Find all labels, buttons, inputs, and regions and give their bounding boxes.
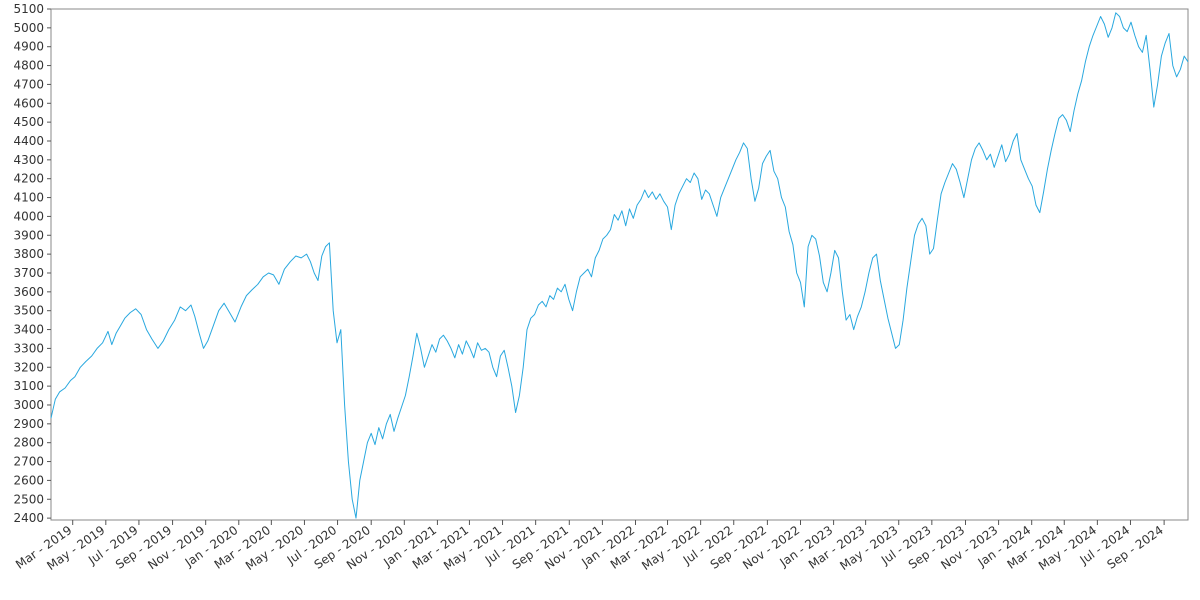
y-tick-label: 3000 (13, 398, 44, 412)
y-tick-label: 3400 (13, 323, 44, 337)
y-tick-label: 2700 (13, 455, 44, 469)
y-tick-label: 4900 (13, 40, 44, 54)
y-tick-label: 2600 (13, 473, 44, 487)
y-tick-label: 3900 (13, 228, 44, 242)
plot-frame (50, 8, 1189, 521)
y-tick-label: 3800 (13, 247, 44, 261)
y-tick-label: 2400 (13, 511, 44, 525)
y-axis: 2400 2500 2600 2700 2800 2900 3000 3100 3200 3300… (13, 2, 51, 525)
y-tick-label: 3700 (13, 266, 44, 280)
y-tick-label: 5100 (13, 2, 44, 16)
y-tick-label: 4800 (13, 59, 44, 73)
y-tick-label: 4600 (13, 96, 44, 110)
y-tick-label: 4400 (13, 134, 44, 148)
y-tick-label: 4100 (13, 191, 44, 205)
series-line (50, 12, 1189, 519)
y-tick-label: 2900 (13, 417, 44, 431)
y-tick-label: 3500 (13, 304, 44, 318)
y-tick-label: 4300 (13, 153, 44, 167)
y-tick-label: 3600 (13, 285, 44, 299)
y-tick-label: 5000 (13, 21, 44, 35)
y-tick-label: 3300 (13, 341, 44, 355)
y-tick-label: 4500 (13, 115, 44, 129)
y-tick-label: 2800 (13, 436, 44, 450)
series-group (50, 12, 1189, 519)
y-tick-label: 3200 (13, 360, 44, 374)
y-tick-label: 4200 (13, 172, 44, 186)
y-tick-label: 2500 (13, 492, 44, 506)
y-tick-label: 4000 (13, 209, 44, 223)
y-tick-label: 4700 (13, 77, 44, 91)
y-tick-label: 3100 (13, 379, 44, 393)
